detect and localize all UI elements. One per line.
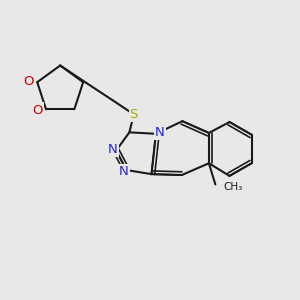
Text: N: N xyxy=(119,165,129,178)
Text: N: N xyxy=(155,125,165,139)
Text: CH₃: CH₃ xyxy=(224,182,243,192)
Text: O: O xyxy=(32,103,43,117)
Text: O: O xyxy=(24,75,34,88)
Text: N: N xyxy=(108,142,118,156)
Text: S: S xyxy=(130,108,138,121)
